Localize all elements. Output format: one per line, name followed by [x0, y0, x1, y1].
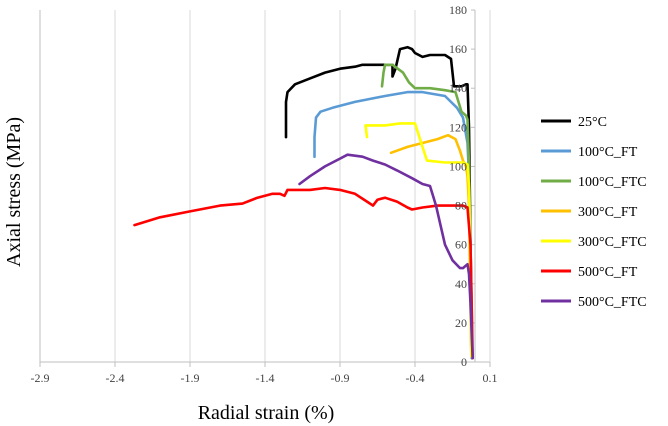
legend-label: 300°C_FT — [578, 205, 638, 220]
x-tick-label: -0.4 — [406, 371, 425, 385]
axes — [39, 9, 491, 367]
x-tick-label: -1.4 — [256, 371, 275, 385]
legend-label: 300°C_FTC — [578, 235, 647, 250]
y-tick-label: 120 — [449, 120, 467, 134]
y-tick-label: 180 — [449, 3, 467, 17]
series-line-500-c-ft — [133, 186, 474, 360]
gridlines — [114, 10, 491, 362]
y-tick-label: 140 — [449, 81, 467, 95]
legend-label: 100°C_FTC — [578, 175, 647, 190]
y-tick-label: 40 — [455, 277, 467, 291]
series-line-500-c-ftc — [298, 153, 474, 360]
x-tick-label: -1.9 — [181, 371, 200, 385]
series-line-300-c-ftc — [364, 122, 473, 358]
legend: 25°C 100°C_FT 100°C_FTC 300°C_FT 300°C_FTC 50… — [541, 115, 647, 310]
y-tick-label: 60 — [455, 238, 467, 252]
y-tick-label: 160 — [449, 42, 467, 56]
x-tick-label: 0.1 — [483, 371, 498, 385]
y-axis-title: Axial stress (MPa) — [3, 117, 25, 267]
y-tick-label: 100 — [449, 159, 467, 173]
legend-label: 500°C_FTC — [578, 295, 647, 310]
x-tick-label: -2.9 — [31, 371, 50, 385]
series-lines — [133, 45, 474, 360]
legend-label: 500°C_FT — [578, 265, 638, 280]
series-line-100-c-ftc — [380, 63, 473, 354]
x-tick-label: -0.9 — [331, 371, 350, 385]
y-tick-label: 0 — [461, 355, 467, 369]
series-line-25-c — [284, 45, 474, 360]
x-tick-label: -2.4 — [106, 371, 125, 385]
y-tick-label: 20 — [455, 316, 467, 330]
x-axis-title: Radial strain (%) — [198, 402, 335, 424]
y-tick-label: 80 — [455, 199, 467, 213]
tick-labels: -2.9 -2.4 -1.9 -1.4 -0.9 -0.4 0.1 0 20 40 60 80 100 1… — [31, 3, 498, 385]
legend-label: 100°C_FT — [578, 145, 638, 160]
legend-label: 25°C — [578, 115, 607, 130]
